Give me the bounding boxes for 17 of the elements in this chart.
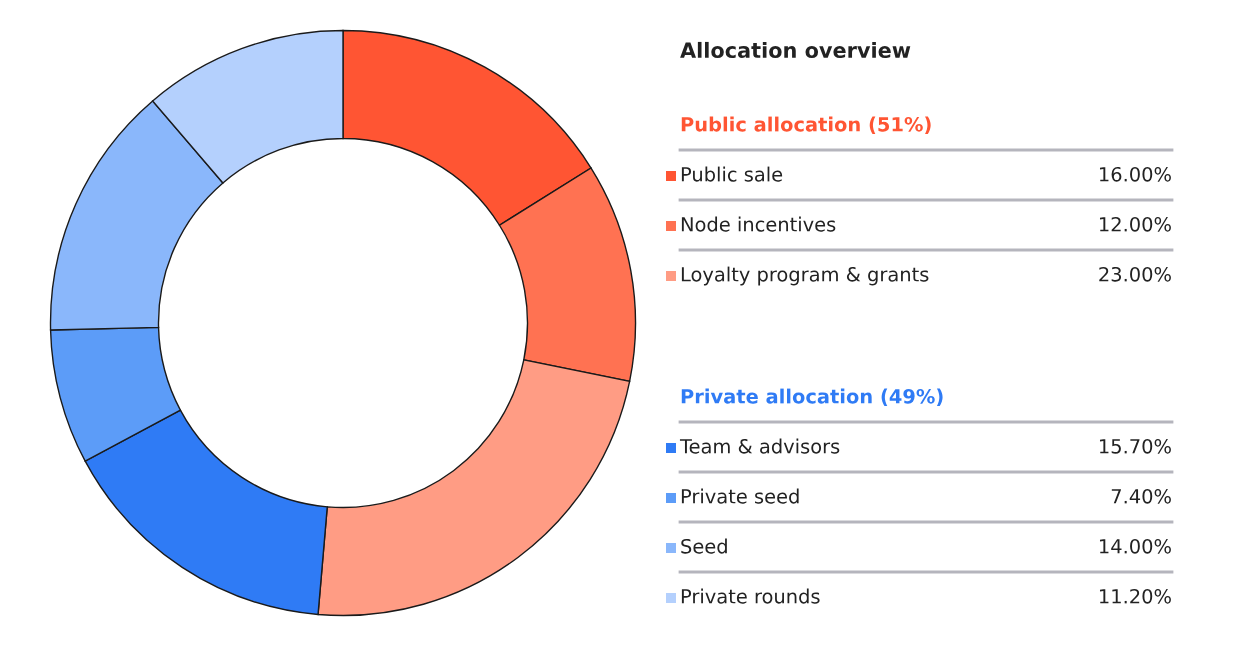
legend-label: Private seed: [681, 488, 799, 504]
data-label: 11.20%: [1099, 588, 1171, 604]
text: Allocation overview: [680, 41, 911, 59]
data-label: 15.70%: [1099, 438, 1171, 454]
legend-label: Public sale: [681, 166, 783, 182]
data-label: 12.00%: [1099, 216, 1171, 232]
legend-label: Seed: [681, 538, 727, 554]
data-label: 23.00%: [1099, 266, 1171, 282]
legend-label: Private rounds: [681, 588, 820, 604]
legend-label: Node incentives: [681, 216, 836, 232]
data-label: 7.40%: [1111, 488, 1171, 504]
text: Private allocation (49%): [681, 388, 943, 406]
data-label: 14.00%: [1099, 538, 1171, 554]
legend-label: Team & advisors: [679, 438, 840, 454]
data-label: 16.00%: [1099, 166, 1171, 182]
legend-label: Loyalty program & grants: [681, 266, 929, 286]
text: Public allocation (51%): [681, 116, 931, 134]
